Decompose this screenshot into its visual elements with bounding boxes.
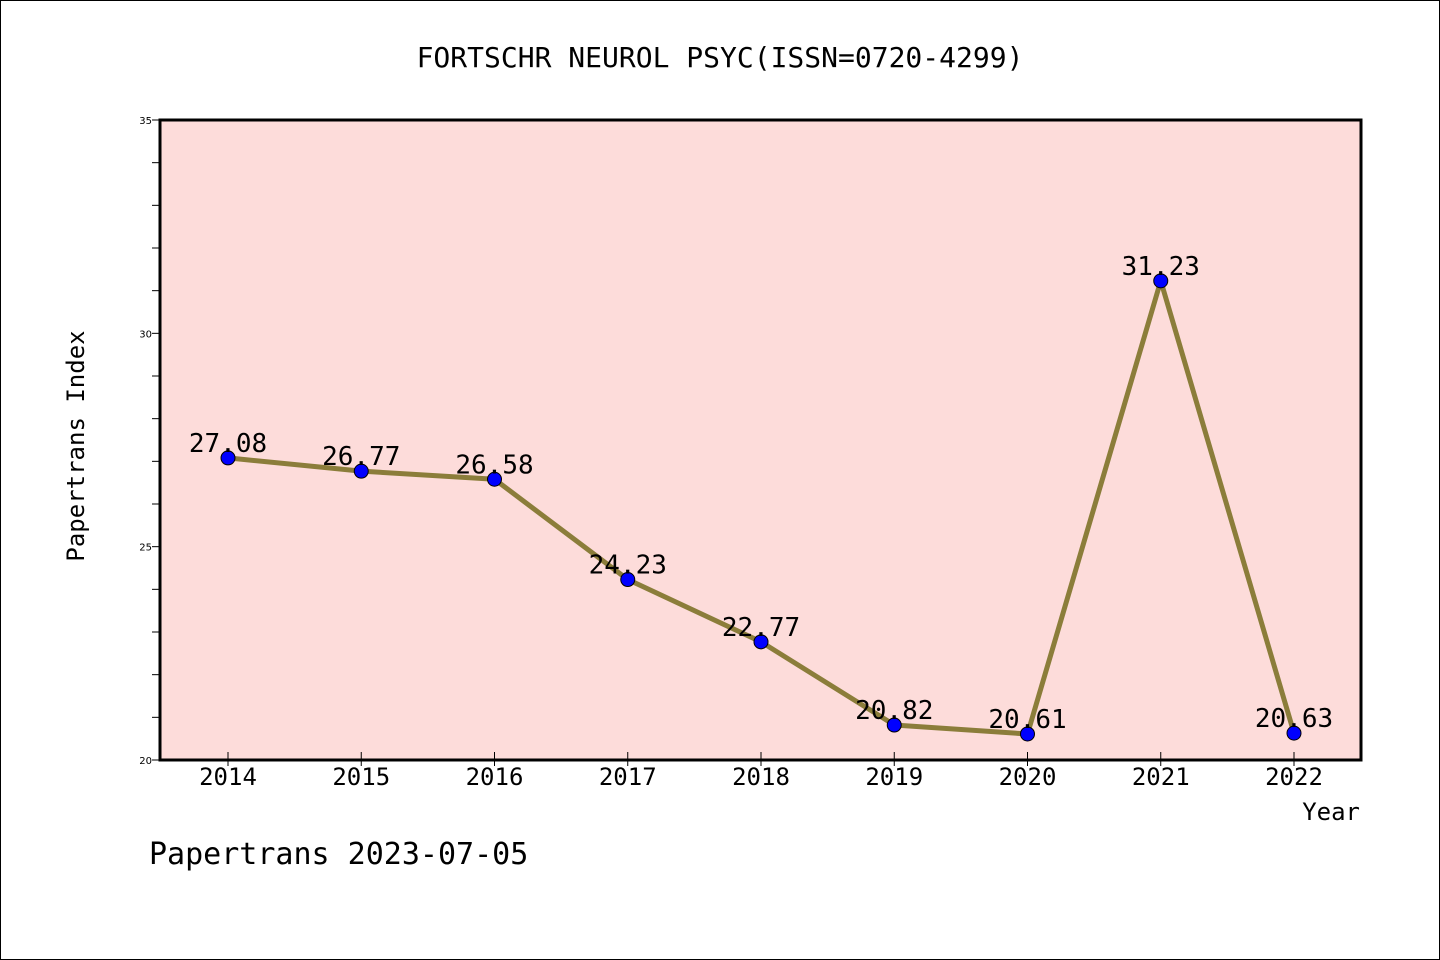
plot-border bbox=[158, 118, 1363, 762]
y-axis-ticks: 20 25 30 35 bbox=[139, 116, 160, 767]
data-point bbox=[220, 450, 236, 466]
x-tick-label: 2018 bbox=[732, 763, 790, 791]
data-point bbox=[1020, 726, 1035, 742]
x-tick-label: 2022 bbox=[1265, 763, 1323, 791]
y-tick-label: 20 bbox=[139, 756, 152, 767]
data-label: 26.58 bbox=[455, 450, 533, 480]
data-label: 26.77 bbox=[322, 442, 400, 472]
x-tick-label: 2021 bbox=[1132, 763, 1190, 791]
x-tick-label: 2020 bbox=[999, 763, 1057, 791]
y-axis-label: Papertrans Index bbox=[62, 330, 90, 561]
chart-title: FORTSCHR NEUROL PSYC(ISSN=0720-4299) bbox=[417, 41, 1024, 74]
y-tick-label: 25 bbox=[139, 543, 152, 554]
x-axis-label: Year bbox=[1302, 798, 1360, 826]
data-label: 20.82 bbox=[855, 696, 933, 726]
data-point bbox=[1286, 725, 1302, 741]
footer-text: Papertrans 2023-07-05 bbox=[149, 837, 528, 872]
x-tick-label: 2019 bbox=[865, 763, 923, 791]
x-tick-label: 2017 bbox=[599, 763, 657, 791]
data-label: 24.23 bbox=[589, 551, 667, 581]
data-label: 20.63 bbox=[1255, 704, 1333, 734]
y-tick-label: 35 bbox=[139, 116, 152, 127]
data-label: 20.61 bbox=[988, 705, 1066, 735]
series-layer bbox=[220, 273, 1302, 742]
data-label: 22.77 bbox=[722, 613, 800, 643]
x-tick-label: 2016 bbox=[466, 763, 524, 791]
data-point bbox=[353, 463, 369, 479]
x-tick-label: 2015 bbox=[332, 763, 390, 791]
data-label: 27.08 bbox=[189, 429, 267, 459]
x-tick-label: 2014 bbox=[199, 763, 257, 791]
y-tick-label: 30 bbox=[139, 329, 152, 340]
x-axis-ticks: 2014 2015 2016 2017 2018 2019 2020 2021 2022 bbox=[199, 752, 1323, 791]
data-point bbox=[487, 471, 502, 487]
data-point bbox=[1153, 273, 1169, 289]
plot-area bbox=[160, 120, 1361, 760]
data-label: 31.23 bbox=[1122, 252, 1200, 282]
data-label-layer: 27.08 26.77 26.58 24.23 22.77 20.82 20.61 31.23… bbox=[189, 252, 1333, 735]
data-point bbox=[753, 634, 769, 650]
data-point bbox=[886, 717, 902, 733]
data-point bbox=[620, 572, 636, 588]
